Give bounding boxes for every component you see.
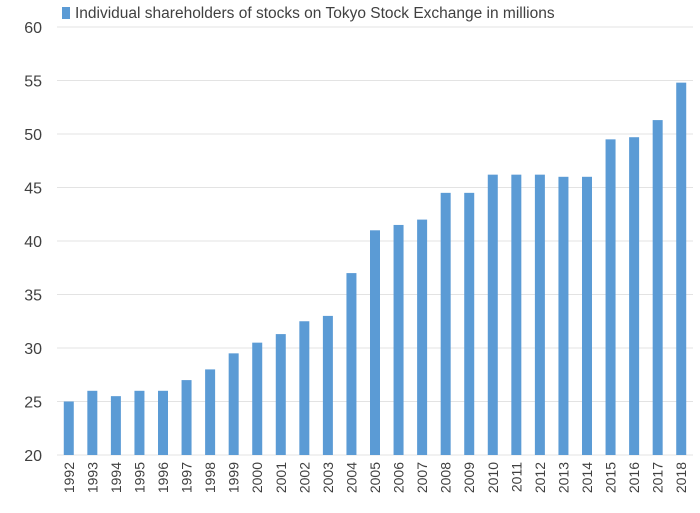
legend-swatch	[62, 7, 70, 19]
bar-2002	[299, 321, 310, 455]
x-tick-label: 2009	[461, 462, 477, 493]
bar-1995	[134, 390, 145, 455]
x-tick-label: 2004	[343, 462, 359, 493]
x-tick-label: 2006	[391, 462, 407, 493]
bar-2010	[487, 174, 498, 455]
y-tick-label: 60	[24, 20, 42, 37]
y-tick-label: 35	[24, 288, 42, 305]
bar-2009	[464, 192, 475, 455]
x-tick-label: 2001	[273, 462, 289, 493]
y-tick-label: 45	[24, 181, 42, 198]
bar-1998	[205, 369, 216, 455]
bar-2012	[534, 174, 545, 455]
y-tick-label: 40	[24, 234, 42, 251]
y-tick-label: 55	[24, 74, 42, 91]
y-tick-label: 20	[24, 448, 42, 465]
bar-2004	[346, 273, 357, 455]
x-tick-label: 2016	[626, 462, 642, 493]
bar-2000	[252, 342, 263, 455]
x-tick-label: 1993	[84, 462, 100, 493]
bar-2008	[440, 192, 451, 455]
x-tick-label: 2017	[650, 462, 666, 493]
y-axis-ticks: 20 25 30 35 40 45 50 55 60	[24, 20, 42, 465]
x-tick-label: 1999	[226, 462, 242, 493]
y-tick-label: 25	[24, 395, 42, 412]
bar-2006	[393, 224, 404, 455]
x-tick-label: 2011	[508, 462, 524, 492]
x-tick-label: 2012	[532, 462, 548, 493]
x-tick-label: 2002	[296, 462, 312, 493]
legend: Individual shareholders of stocks on Tok…	[62, 5, 555, 22]
bar-2001	[275, 334, 286, 455]
bar-2011	[511, 174, 522, 455]
bar-1996	[158, 390, 168, 455]
x-axis-ticks: 1992 1993 1994 1995 1996 1997 1998 1999 2000 2001…	[61, 462, 689, 493]
x-tick-label: 1995	[131, 462, 147, 493]
bar-2016	[629, 137, 640, 455]
x-tick-label: 2018	[673, 462, 689, 493]
bar-1993	[87, 390, 98, 455]
x-tick-label: 2014	[579, 462, 595, 493]
x-tick-label: 2003	[320, 462, 336, 493]
bar-1997	[181, 380, 192, 455]
bar-2018	[676, 82, 687, 455]
bar-2013	[558, 176, 569, 456]
bar-2003	[322, 315, 333, 455]
x-tick-label: 2008	[438, 462, 454, 493]
x-tick-label: 1998	[202, 462, 218, 493]
bar-2017	[652, 120, 663, 455]
bar-2007	[417, 219, 428, 455]
x-tick-label: 2000	[249, 462, 265, 493]
x-tick-label: 2005	[367, 462, 383, 493]
x-tick-label: 1997	[179, 462, 195, 493]
legend-label: Individual shareholders of stocks on Tok…	[75, 5, 555, 22]
x-tick-label: 2010	[485, 462, 501, 493]
bar-2005	[370, 230, 380, 455]
x-tick-label: 1992	[61, 462, 77, 493]
bars	[63, 82, 687, 456]
bar-2015	[605, 139, 616, 455]
y-tick-label: 50	[24, 127, 42, 144]
bar-1999	[228, 353, 239, 455]
bar-1994	[110, 396, 121, 455]
x-tick-label: 2007	[414, 462, 430, 493]
x-tick-label: 1996	[155, 462, 171, 493]
x-tick-label: 1994	[108, 462, 124, 493]
bar-2014	[582, 176, 592, 456]
x-tick-label: 2015	[603, 462, 619, 493]
bar-1992	[63, 401, 74, 455]
x-tick-label: 2013	[555, 462, 571, 493]
y-tick-label: 30	[24, 341, 42, 358]
